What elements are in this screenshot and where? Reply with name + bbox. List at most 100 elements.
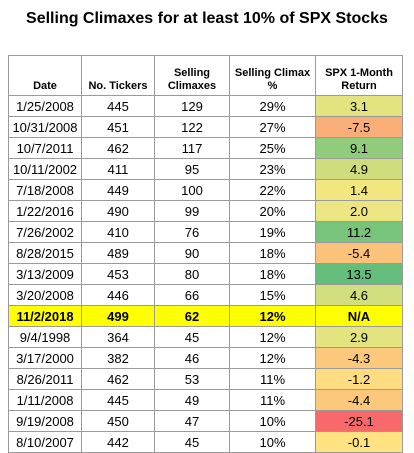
- table-row: 9/4/1998 364 45 12% 2.9: [8, 326, 403, 348]
- cell-spx-return: N/A: [315, 305, 403, 327]
- table-row: 3/17/2000 382 46 12% -4.3: [8, 347, 403, 369]
- table-row: 10/7/2011 462 117 25% 9.1: [8, 137, 403, 159]
- cell-date: 7/26/2002: [8, 221, 82, 243]
- header-line-1: Selling Climax: [234, 67, 311, 79]
- cell-climaxes: 100: [154, 179, 230, 201]
- cell-spx-return: 11.2: [315, 221, 403, 243]
- cell-spx-return: 13.5: [315, 263, 403, 285]
- cell-climaxes: 49: [154, 389, 230, 411]
- cell-date: 9/4/1998: [8, 326, 82, 348]
- cell-climax-pct: 10%: [229, 410, 316, 432]
- header-spx-return: SPX 1-Month Return: [315, 55, 403, 96]
- table-row: 10/31/2008 451 122 27% -7.5: [8, 116, 403, 138]
- cell-climax-pct: 12%: [229, 347, 316, 369]
- header-line-1: Selling: [173, 67, 211, 79]
- table-body: 1/25/2008 445 129 29% 3.1 10/31/2008 451 122 27%…: [8, 95, 403, 453]
- cell-tickers: 453: [81, 263, 155, 285]
- table-row: 1/11/2008 445 49 11% -4.4: [8, 389, 403, 411]
- cell-date: 3/20/2008: [8, 284, 82, 306]
- cell-tickers: 445: [81, 389, 155, 411]
- cell-climax-pct: 23%: [229, 158, 316, 180]
- cell-tickers: 489: [81, 242, 155, 264]
- cell-tickers: 442: [81, 431, 155, 453]
- header-line-2: Date: [33, 80, 57, 92]
- cell-climax-pct: 12%: [229, 326, 316, 348]
- cell-climaxes: 46: [154, 347, 230, 369]
- cell-climaxes: 45: [154, 326, 230, 348]
- cell-spx-return: 9.1: [315, 137, 403, 159]
- cell-spx-return: 1.4: [315, 179, 403, 201]
- header-date: Date: [8, 55, 82, 96]
- cell-date: 8/10/2007: [8, 431, 82, 453]
- cell-climaxes: 76: [154, 221, 230, 243]
- cell-spx-return: -4.3: [315, 347, 403, 369]
- cell-spx-return: 3.1: [315, 95, 403, 117]
- cell-tickers: 446: [81, 284, 155, 306]
- selling-climax-table: Date No. Tickers Selling Climaxes Selling Cl…: [8, 55, 403, 453]
- cell-climaxes: 95: [154, 158, 230, 180]
- cell-spx-return: -1.2: [315, 368, 403, 390]
- table-row: 8/26/2011 462 53 11% -1.2: [8, 368, 403, 390]
- cell-climax-pct: 11%: [229, 368, 316, 390]
- cell-date: 10/31/2008: [8, 116, 82, 138]
- cell-climaxes: 80: [154, 263, 230, 285]
- header-line-1: SPX 1-Month: [325, 67, 393, 79]
- header-line-2: Climaxes: [167, 80, 217, 92]
- cell-date: 11/2/2018: [8, 305, 82, 327]
- page-title: Selling Climaxes for at least 10% of SPX…: [26, 10, 388, 27]
- cell-date: 10/7/2011: [8, 137, 82, 159]
- cell-climax-pct: 29%: [229, 95, 316, 117]
- cell-climax-pct: 25%: [229, 137, 316, 159]
- cell-date: 10/11/2002: [8, 158, 82, 180]
- cell-spx-return: -0.1: [315, 431, 403, 453]
- cell-date: 7/18/2008: [8, 179, 82, 201]
- table-row: 7/18/2008 449 100 22% 1.4: [8, 179, 403, 201]
- cell-climaxes: 122: [154, 116, 230, 138]
- cell-climaxes: 47: [154, 410, 230, 432]
- table-row: 9/19/2008 450 47 10% -25.1: [8, 410, 403, 432]
- cell-date: 8/28/2015: [8, 242, 82, 264]
- header-climaxes: Selling Climaxes: [154, 55, 230, 96]
- cell-date: 1/11/2008: [8, 389, 82, 411]
- cell-climax-pct: 15%: [229, 284, 316, 306]
- cell-climaxes: 90: [154, 242, 230, 264]
- cell-climaxes: 129: [154, 95, 230, 117]
- cell-spx-return: -25.1: [315, 410, 403, 432]
- cell-tickers: 382: [81, 347, 155, 369]
- cell-tickers: 451: [81, 116, 155, 138]
- cell-spx-return: 4.6: [315, 284, 403, 306]
- cell-date: 8/26/2011: [8, 368, 82, 390]
- cell-climaxes: 117: [154, 137, 230, 159]
- table-row: 3/20/2008 446 66 15% 4.6: [8, 284, 403, 306]
- header-line-2: No. Tickers: [88, 80, 148, 92]
- cell-climaxes: 99: [154, 200, 230, 222]
- table-row: 1/22/2016 490 99 20% 2.0: [8, 200, 403, 222]
- header-tickers: No. Tickers: [81, 55, 155, 96]
- cell-spx-return: 2.0: [315, 200, 403, 222]
- cell-tickers: 445: [81, 95, 155, 117]
- cell-climax-pct: 10%: [229, 431, 316, 453]
- cell-date: 1/22/2016: [8, 200, 82, 222]
- header-line-2: %: [267, 80, 278, 92]
- cell-climax-pct: 20%: [229, 200, 316, 222]
- cell-spx-return: 2.9: [315, 326, 403, 348]
- cell-climaxes: 45: [154, 431, 230, 453]
- cell-climaxes: 62: [154, 305, 230, 327]
- cell-tickers: 450: [81, 410, 155, 432]
- table-header: Date No. Tickers Selling Climaxes Selling Cl…: [8, 55, 403, 96]
- table-row: 8/28/2015 489 90 18% -5.4: [8, 242, 403, 264]
- table-row: 7/26/2002 410 76 19% 11.2: [8, 221, 403, 243]
- cell-climax-pct: 27%: [229, 116, 316, 138]
- cell-climax-pct: 18%: [229, 263, 316, 285]
- cell-spx-return: -7.5: [315, 116, 403, 138]
- cell-tickers: 364: [81, 326, 155, 348]
- cell-date: 3/13/2009: [8, 263, 82, 285]
- cell-climaxes: 66: [154, 284, 230, 306]
- cell-date: 3/17/2000: [8, 347, 82, 369]
- cell-climax-pct: 11%: [229, 389, 316, 411]
- cell-tickers: 411: [81, 158, 155, 180]
- cell-date: 1/25/2008: [8, 95, 82, 117]
- table-row: 8/10/2007 442 45 10% -0.1: [8, 431, 403, 453]
- cell-climax-pct: 12%: [229, 305, 316, 327]
- cell-climaxes: 53: [154, 368, 230, 390]
